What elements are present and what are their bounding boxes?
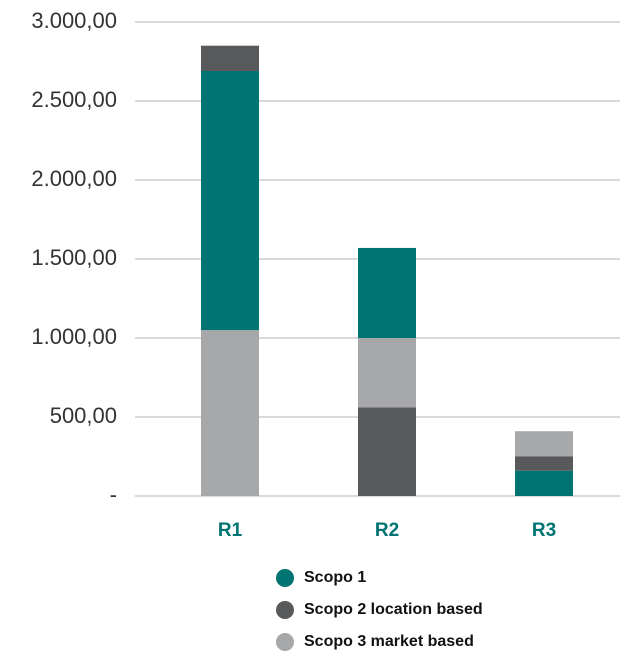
y-tick-label: 2.500,00	[31, 87, 117, 112]
bar-segment	[201, 330, 259, 496]
x-tick-label: R2	[375, 520, 399, 541]
legend-swatch	[276, 633, 294, 651]
bar-segment	[358, 338, 416, 408]
y-tick-label: 500,00	[50, 403, 117, 428]
legend-label: Scopo 3 market based	[304, 633, 474, 650]
bar-segment	[358, 247, 416, 338]
x-tick-label: R1	[218, 520, 243, 541]
bar-segment	[358, 407, 416, 496]
y-tick-label: 2.000,00	[31, 166, 117, 191]
bar-segment	[201, 45, 259, 71]
legend-label: Scopo 1	[304, 569, 366, 586]
bar-segment	[201, 70, 259, 331]
y-tick-label: 3.000,00	[31, 8, 117, 33]
bar-segment	[515, 456, 573, 471]
bar-segment	[515, 431, 573, 457]
y-tick-label: 1.500,00	[31, 245, 117, 270]
bar-segment	[515, 470, 573, 496]
y-tick-label: 1.000,00	[31, 324, 117, 349]
legend-swatch	[276, 569, 294, 587]
legend-label: Scopo 2 location based	[304, 601, 483, 618]
y-tick-label: -	[110, 482, 117, 507]
legend-swatch	[276, 601, 294, 619]
x-tick-label: R3	[532, 520, 556, 541]
